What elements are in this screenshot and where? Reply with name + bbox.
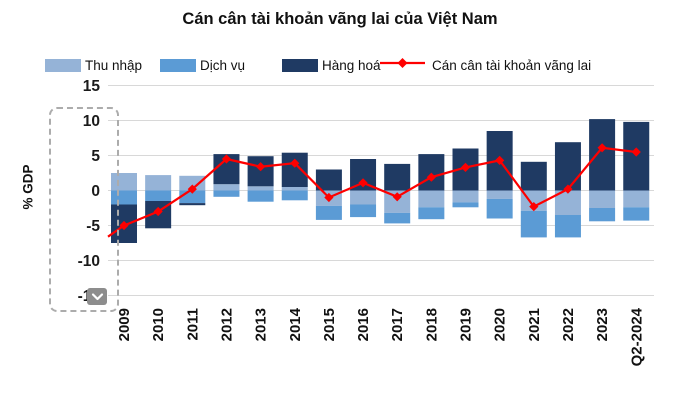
legend-swatch-thu-nhap xyxy=(45,58,81,72)
bar-segment xyxy=(281,187,308,191)
line-marker xyxy=(187,184,197,194)
line-marker xyxy=(119,220,129,231)
line-marker xyxy=(563,184,573,194)
legend-item-thu-nhap[interactable]: Thu nhập xyxy=(45,55,142,75)
legend-item-dich-vu[interactable]: Dịch vụ xyxy=(160,55,245,75)
bar-segment xyxy=(623,207,650,221)
bar-segment xyxy=(418,154,445,191)
x-tick-label: 2015 xyxy=(321,308,338,341)
bar-segment xyxy=(589,190,616,208)
legend-swatch-hang-hoa xyxy=(282,58,318,72)
bar-segment xyxy=(350,190,377,205)
chevron-down-icon xyxy=(91,293,103,301)
line-marker xyxy=(256,162,266,172)
legend-item-can-can[interactable]: Cán cân tài khoản vãng lai xyxy=(380,55,591,75)
bar-segment xyxy=(247,190,274,202)
x-tick-label: 2011 xyxy=(184,308,201,341)
legend: Thu nhập Dịch vụ Hàng hoá Cán cân tài kh… xyxy=(0,55,680,77)
bar-segment xyxy=(418,207,445,220)
y-tick-label: -10 xyxy=(78,253,100,270)
line-marker xyxy=(153,206,163,217)
bar-segment xyxy=(247,186,274,191)
bar-segment xyxy=(384,163,411,191)
x-tick-label: 2021 xyxy=(526,308,543,341)
x-tick-label: Q2-2024 xyxy=(628,307,645,366)
line-marker xyxy=(597,143,607,153)
x-tick-label: 2010 xyxy=(150,308,167,341)
line-marker xyxy=(392,192,402,202)
x-tick-label: 2017 xyxy=(389,308,406,341)
selection-chevron-button[interactable] xyxy=(87,288,107,305)
bar-segment xyxy=(281,152,308,187)
x-tick-label: 2020 xyxy=(492,308,509,341)
line-marker xyxy=(221,154,232,164)
legend-item-hang-hoa[interactable]: Hàng hoá xyxy=(282,55,381,75)
bar-segment xyxy=(315,205,342,220)
bar-segment xyxy=(281,190,308,201)
line-marker xyxy=(529,202,539,212)
bar-segment xyxy=(623,190,650,208)
legend-swatch-dich-vu xyxy=(160,58,196,72)
line-marker xyxy=(631,147,641,157)
legend-label-can-can: Cán cân tài khoản vãng lai xyxy=(432,57,592,73)
bar-segment xyxy=(486,198,513,219)
x-tick-label: 2009 xyxy=(116,308,133,341)
x-tick-label: 2016 xyxy=(355,308,372,341)
line-marker xyxy=(460,162,471,172)
x-tick-label: 2012 xyxy=(218,308,235,341)
bar-segment xyxy=(179,203,206,206)
bar-segment xyxy=(384,212,411,224)
axis-selection-box xyxy=(49,107,119,312)
y-tick-label: -5 xyxy=(86,218,100,235)
bar-segment xyxy=(145,190,172,201)
bar-segment xyxy=(145,175,172,191)
x-tick-label: 2019 xyxy=(458,308,475,341)
bar-segment xyxy=(486,190,513,199)
bar-segment xyxy=(315,169,342,191)
legend-label-thu-nhap: Thu nhập xyxy=(85,57,143,73)
legend-label-hang-hoa: Hàng hoá xyxy=(322,57,381,73)
bar-segment xyxy=(520,210,547,238)
bar-segment xyxy=(520,161,547,191)
bar-segment xyxy=(452,190,479,203)
y-tick-label: 0 xyxy=(91,183,100,200)
chart-title: Cán cân tài khoản vãng lai của Việt Nam xyxy=(182,10,498,28)
legend-line-marker-icon xyxy=(380,56,425,75)
bar-segment xyxy=(554,215,581,238)
line-marker xyxy=(290,158,300,168)
line-marker xyxy=(358,178,368,188)
bar-segment xyxy=(213,184,240,191)
bar-segment xyxy=(589,208,616,222)
bar-segment xyxy=(554,142,581,191)
bar-segment xyxy=(589,119,616,191)
bar-segment xyxy=(384,190,411,213)
x-tick-label: 2013 xyxy=(253,308,270,341)
x-tick-label: 2022 xyxy=(560,308,577,341)
x-tick-label: 2018 xyxy=(423,308,440,341)
y-tick-label: 10 xyxy=(83,113,100,130)
bar-segment xyxy=(179,175,206,191)
x-tick-label: 2023 xyxy=(594,308,611,341)
y-tick-label: 5 xyxy=(91,148,100,165)
bar-segment xyxy=(520,190,547,211)
x-tick-label: 2014 xyxy=(287,307,304,341)
line-marker xyxy=(495,155,505,165)
y-tick-label: 15 xyxy=(83,78,101,95)
line-marker xyxy=(426,172,436,182)
bar-segment xyxy=(350,204,377,218)
bar-segment xyxy=(418,190,445,208)
legend-label-dich-vu: Dịch vụ xyxy=(200,57,246,73)
line-marker xyxy=(324,192,334,203)
bar-segment xyxy=(213,190,240,197)
bar-segment xyxy=(452,202,479,208)
